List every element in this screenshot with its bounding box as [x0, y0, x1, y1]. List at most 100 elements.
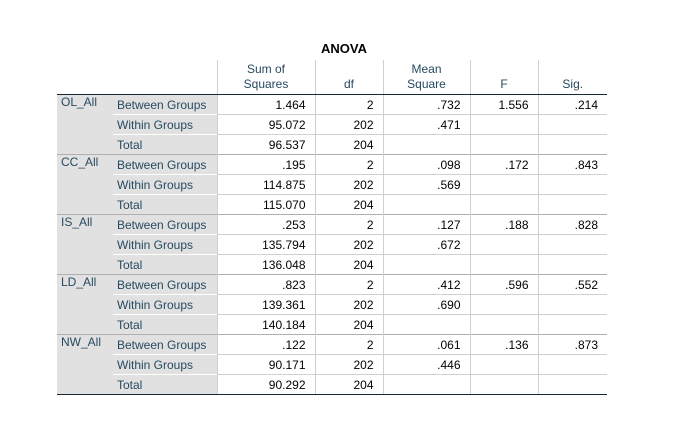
value-cell: 95.072 [216, 114, 315, 135]
empty-cell [469, 134, 538, 155]
value-cell: .412 [382, 274, 470, 295]
value-cell: .596 [469, 274, 538, 295]
empty-cell [537, 294, 607, 315]
empty-cell [537, 174, 607, 195]
value-cell: 2 [314, 274, 383, 295]
value-cell: 140.184 [216, 314, 315, 335]
empty-cell [537, 354, 607, 375]
empty-cell [537, 374, 607, 395]
value-cell: .253 [216, 214, 315, 235]
empty-cell [537, 254, 607, 275]
data-row: NW_All Between Groups .122 2.061.136.873 [57, 334, 607, 395]
value-cell: 202 [314, 294, 383, 315]
value-cell: .823 [216, 274, 315, 295]
column-header: df [314, 60, 383, 95]
value-cell: 2 [314, 154, 383, 175]
value-cell: .136 [469, 334, 538, 355]
empty-cell [469, 234, 538, 255]
value-cell: 202 [314, 174, 383, 195]
row-label: Within Groups [113, 354, 217, 375]
value-cell: 1.464 [216, 94, 315, 115]
row-label: Total [113, 194, 217, 215]
row-label: Within Groups [113, 174, 217, 195]
value-cell: .552 [537, 274, 607, 295]
value-cell: 2 [314, 94, 383, 115]
data-row: Within Groups 135.794 202.672 [57, 234, 607, 255]
data-row: Total 96.537 204 [57, 134, 607, 155]
value-cell: .873 [537, 334, 607, 355]
data-row: Total 140.184 204 [57, 314, 607, 335]
data-row: Within Groups 114.875 202.569 [57, 174, 607, 195]
data-row: Within Groups 90.171 202.446 [57, 354, 607, 375]
row-label: Within Groups [113, 234, 217, 255]
column-header: Mean Square [382, 60, 470, 95]
value-cell: 115.070 [216, 194, 315, 215]
empty-cell [382, 134, 470, 155]
row-label: Within Groups [113, 114, 217, 135]
row-label: Total [113, 314, 217, 335]
row-label: Between Groups [113, 94, 217, 115]
value-cell: 204 [314, 134, 383, 155]
column-header-text: Sig. [562, 77, 584, 91]
value-cell: 2 [314, 214, 383, 235]
value-cell: 204 [314, 254, 383, 275]
corner [57, 60, 217, 95]
value-cell: .672 [382, 234, 470, 255]
value-cell: .446 [382, 354, 470, 375]
empty-cell [382, 254, 470, 275]
empty-cell [382, 194, 470, 215]
value-cell: .828 [537, 214, 607, 235]
row-label: Within Groups [113, 294, 217, 315]
empty-cell [469, 114, 538, 135]
value-cell: .098 [382, 154, 470, 175]
empty-cell [382, 374, 470, 395]
header-row: Sum of Squares df Mean Square F Sig. [57, 60, 607, 95]
column-header-text: Sum of Squares [243, 62, 289, 91]
data-row: Within Groups 95.072 202.471 [57, 114, 607, 135]
anova-table: ANOVA Sum of Squares df Mean Square F Sig. O… [57, 38, 607, 395]
value-cell: 1.556 [469, 94, 538, 115]
row-label: Between Groups [113, 154, 217, 175]
empty-cell [537, 314, 607, 335]
value-cell: 96.537 [216, 134, 315, 155]
value-cell: 90.171 [216, 354, 315, 375]
data-row: IS_All Between Groups .253 2.127.188.828 [57, 214, 607, 275]
value-cell: .188 [469, 214, 538, 235]
value-cell: 202 [314, 354, 383, 375]
group-label: LD_All [57, 274, 113, 335]
data-row: Within Groups 139.361 202.690 [57, 294, 607, 315]
empty-cell [469, 254, 538, 275]
data-row: Total 136.048 204 [57, 254, 607, 275]
column-header-text: df [343, 77, 354, 91]
group-label: CC_All [57, 154, 113, 215]
empty-cell [469, 354, 538, 375]
value-cell: .061 [382, 334, 470, 355]
column-header-text: F [500, 77, 508, 91]
value-cell: .690 [382, 294, 470, 315]
data-row: LD_All Between Groups .823 2.412.596.552 [57, 274, 607, 335]
group-label: NW_All [57, 334, 113, 395]
value-cell: 204 [314, 194, 383, 215]
value-cell: 202 [314, 234, 383, 255]
value-cell: .122 [216, 334, 315, 355]
empty-cell [469, 294, 538, 315]
value-cell: .732 [382, 94, 470, 115]
data-row: Total 90.292 204 [57, 374, 607, 395]
value-cell: 204 [314, 314, 383, 335]
value-cell: 136.048 [216, 254, 315, 275]
row-label: Between Groups [113, 214, 217, 235]
data-row: OL_All Between Groups 1.464 2.732 1.556.214 [57, 94, 607, 155]
row-label: Total [113, 254, 217, 275]
value-cell: 114.875 [216, 174, 315, 195]
column-header: Sum of Squares [216, 60, 315, 95]
row-label: Between Groups [113, 274, 217, 295]
value-cell: 135.794 [216, 234, 315, 255]
empty-cell [469, 174, 538, 195]
empty-cell [382, 314, 470, 335]
empty-cell [469, 314, 538, 335]
column-header-text: Mean Square [407, 62, 446, 91]
data-row: CC_All Between Groups .195 2.098.172.843 [57, 154, 607, 215]
empty-cell [469, 374, 538, 395]
value-cell: 2 [314, 334, 383, 355]
value-cell: .471 [382, 114, 470, 135]
